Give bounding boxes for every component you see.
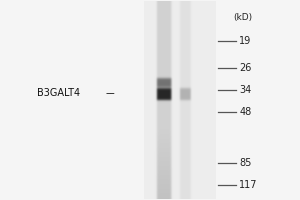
- Text: B3GALT4: B3GALT4: [37, 88, 80, 98]
- Text: 34: 34: [239, 85, 251, 95]
- Text: 19: 19: [239, 36, 251, 46]
- Text: 117: 117: [239, 180, 258, 190]
- Text: (kD): (kD): [233, 13, 252, 22]
- Text: ––: ––: [105, 88, 115, 98]
- Text: 85: 85: [239, 158, 251, 168]
- Text: 26: 26: [239, 63, 251, 73]
- Text: 48: 48: [239, 107, 251, 117]
